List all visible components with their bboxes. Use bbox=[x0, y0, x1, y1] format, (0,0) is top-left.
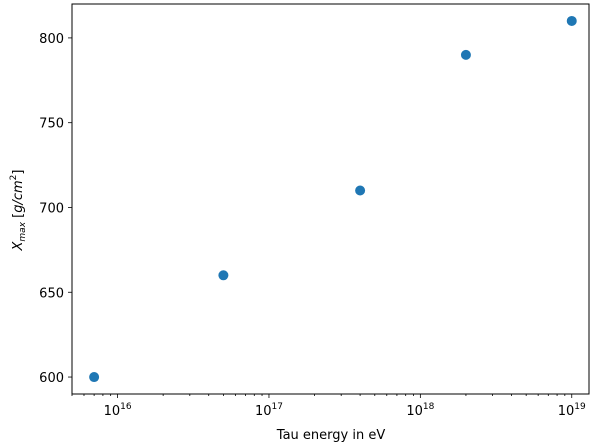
data-point bbox=[355, 185, 366, 196]
data-point bbox=[566, 15, 577, 26]
x-tick-label: 1016 bbox=[104, 402, 132, 419]
x-axis-ticks: 1016 1017 1018 1019 bbox=[104, 394, 586, 419]
y-tick-label: 600 bbox=[39, 371, 64, 386]
x-tick-label: 1017 bbox=[255, 402, 283, 419]
y-tick-label: 700 bbox=[39, 201, 64, 216]
y-axis-label-main: X bbox=[11, 241, 26, 252]
y-tick-label: 800 bbox=[39, 32, 64, 47]
x-axis-label: Tau energy in eV bbox=[276, 428, 386, 443]
data-point bbox=[89, 372, 100, 383]
y-axis-ticks: 600 650 700 750 800 bbox=[39, 32, 72, 386]
y-tick-label: 650 bbox=[39, 286, 64, 301]
y-tick-label: 750 bbox=[39, 117, 64, 132]
y-axis-label-unit-close: ] bbox=[11, 170, 26, 175]
y-axis-label-subscript: max bbox=[18, 221, 28, 241]
data-point bbox=[218, 270, 229, 281]
x-tick-label: 1018 bbox=[406, 402, 434, 419]
y-axis-label-unit-open: [ bbox=[11, 213, 26, 222]
y-axis-label: Xmax [g/cm2] bbox=[9, 170, 28, 252]
data-points bbox=[89, 15, 577, 383]
x-tick-label: 1019 bbox=[558, 402, 586, 419]
plot-frame bbox=[71, 3, 590, 395]
y-axis-label-superscript: 2 bbox=[9, 175, 19, 181]
y-axis-label-unit: g/cm bbox=[11, 180, 26, 212]
data-point bbox=[460, 49, 471, 60]
